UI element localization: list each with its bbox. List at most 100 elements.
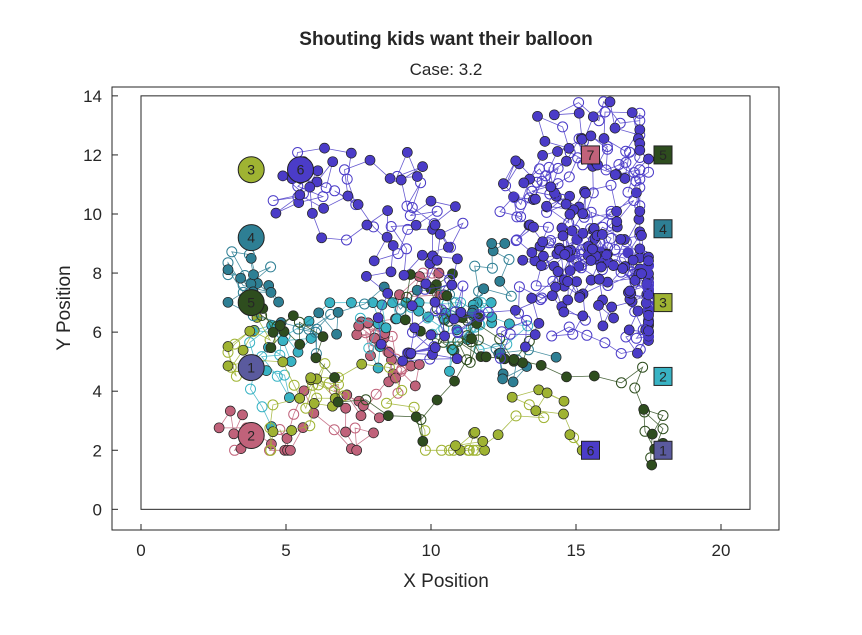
trajectory-point xyxy=(511,211,523,223)
trajectory-point xyxy=(360,327,372,339)
trajectory-point xyxy=(332,306,344,318)
trajectory-point xyxy=(351,444,363,456)
trajectory-point xyxy=(567,328,579,340)
trajectory-point xyxy=(464,356,476,368)
trajectory-point xyxy=(634,205,646,217)
trajectory-point xyxy=(372,362,384,374)
trajectory-point xyxy=(477,436,489,447)
trajectory-point xyxy=(409,380,421,392)
trajectory-point xyxy=(277,170,289,182)
trajectory-point xyxy=(576,134,588,145)
trajectory-point xyxy=(415,177,427,189)
trajectory-point xyxy=(646,428,658,440)
trajectory-point xyxy=(510,155,522,167)
trajectory-point xyxy=(520,341,531,353)
trajectory-point xyxy=(595,261,607,273)
trajectory-point xyxy=(229,444,241,456)
trajectory-point xyxy=(548,109,560,121)
trajectory-point xyxy=(431,254,443,266)
trajectory-point xyxy=(532,110,543,122)
trajectory-point xyxy=(602,242,614,254)
trajectory-point xyxy=(546,330,558,342)
trajectory-point xyxy=(332,396,344,408)
trajectory-point xyxy=(573,97,585,109)
trajectory-point xyxy=(213,422,225,434)
trajectory-point xyxy=(608,312,619,324)
x-tick-label: 5 xyxy=(281,541,290,560)
trajectory-point xyxy=(478,283,490,295)
trajectory-point xyxy=(429,219,441,231)
trajectory-point xyxy=(452,327,464,339)
trajectory-point xyxy=(355,410,367,422)
trajectory-point xyxy=(381,231,393,243)
trajectory-point xyxy=(643,153,654,165)
trajectory-point xyxy=(615,348,627,359)
trajectory-point xyxy=(436,304,448,316)
trajectory-point xyxy=(469,260,481,272)
trajectory-point xyxy=(417,435,429,447)
trajectory-point xyxy=(449,375,460,387)
trajectory-point xyxy=(324,297,336,309)
trajectory-point xyxy=(434,228,446,240)
trajectory-point xyxy=(318,202,329,214)
trajectory-point xyxy=(373,412,385,424)
trajectory-point xyxy=(372,312,384,324)
trajectory-point xyxy=(529,329,541,340)
trajectory-point xyxy=(313,307,325,319)
trajectory-point xyxy=(475,297,487,309)
trajectory-point xyxy=(638,404,650,415)
trajectory-point xyxy=(510,235,522,247)
trajectory-point xyxy=(628,195,640,206)
trajectory-point xyxy=(222,264,234,276)
trajectory-point xyxy=(622,247,634,259)
y-tick-label: 10 xyxy=(83,205,102,224)
trajectory-point xyxy=(563,321,575,333)
trajectory-point xyxy=(444,365,455,377)
trajectory-point xyxy=(526,292,538,304)
trajectory-point xyxy=(523,399,535,411)
trajectory-point xyxy=(557,230,569,242)
kid-label: 1 xyxy=(247,360,255,376)
trajectory-point xyxy=(443,241,454,253)
trajectory-point xyxy=(439,330,450,342)
trajectory-point xyxy=(450,440,461,451)
trajectory-point xyxy=(401,147,413,158)
trajectory-point xyxy=(504,328,516,340)
trajectory-point xyxy=(530,280,542,292)
trajectory-point xyxy=(265,342,277,354)
trajectory-point xyxy=(497,373,508,385)
trajectory-point xyxy=(356,358,368,370)
trajectory-point xyxy=(540,170,552,182)
trajectory-point xyxy=(593,115,605,127)
trajectory-point xyxy=(462,444,474,456)
kid-circle xyxy=(287,156,314,184)
trajectory-point xyxy=(429,296,441,308)
trajectory-point xyxy=(559,249,571,260)
trajectory-point xyxy=(499,238,511,249)
trajectory-point xyxy=(398,269,410,281)
trajectory-point xyxy=(622,186,634,198)
trajectory-4 xyxy=(222,238,562,388)
trajectory-point xyxy=(304,420,316,432)
trajectory-point xyxy=(375,338,387,350)
kid-2: 2 xyxy=(237,421,265,449)
y-tick-label: 4 xyxy=(93,382,102,401)
trajectory-point xyxy=(585,130,597,142)
trajectory-point xyxy=(383,362,395,373)
trajectory-point xyxy=(538,412,550,424)
kid-6: 6 xyxy=(287,156,314,184)
trajectory-point xyxy=(429,342,441,353)
trajectory-point xyxy=(222,360,234,372)
trajectory-point xyxy=(562,294,574,306)
trajectory-point xyxy=(226,246,238,258)
trajectory-point xyxy=(267,399,279,411)
trajectory-point xyxy=(617,263,629,274)
trajectory-point xyxy=(541,387,553,399)
trajectory-point xyxy=(361,219,373,231)
trajectory-point xyxy=(620,156,632,168)
trajectory-point xyxy=(457,217,469,229)
trajectory-point xyxy=(634,344,646,355)
trajectory-point xyxy=(256,401,268,413)
trajectory-point xyxy=(581,329,593,341)
